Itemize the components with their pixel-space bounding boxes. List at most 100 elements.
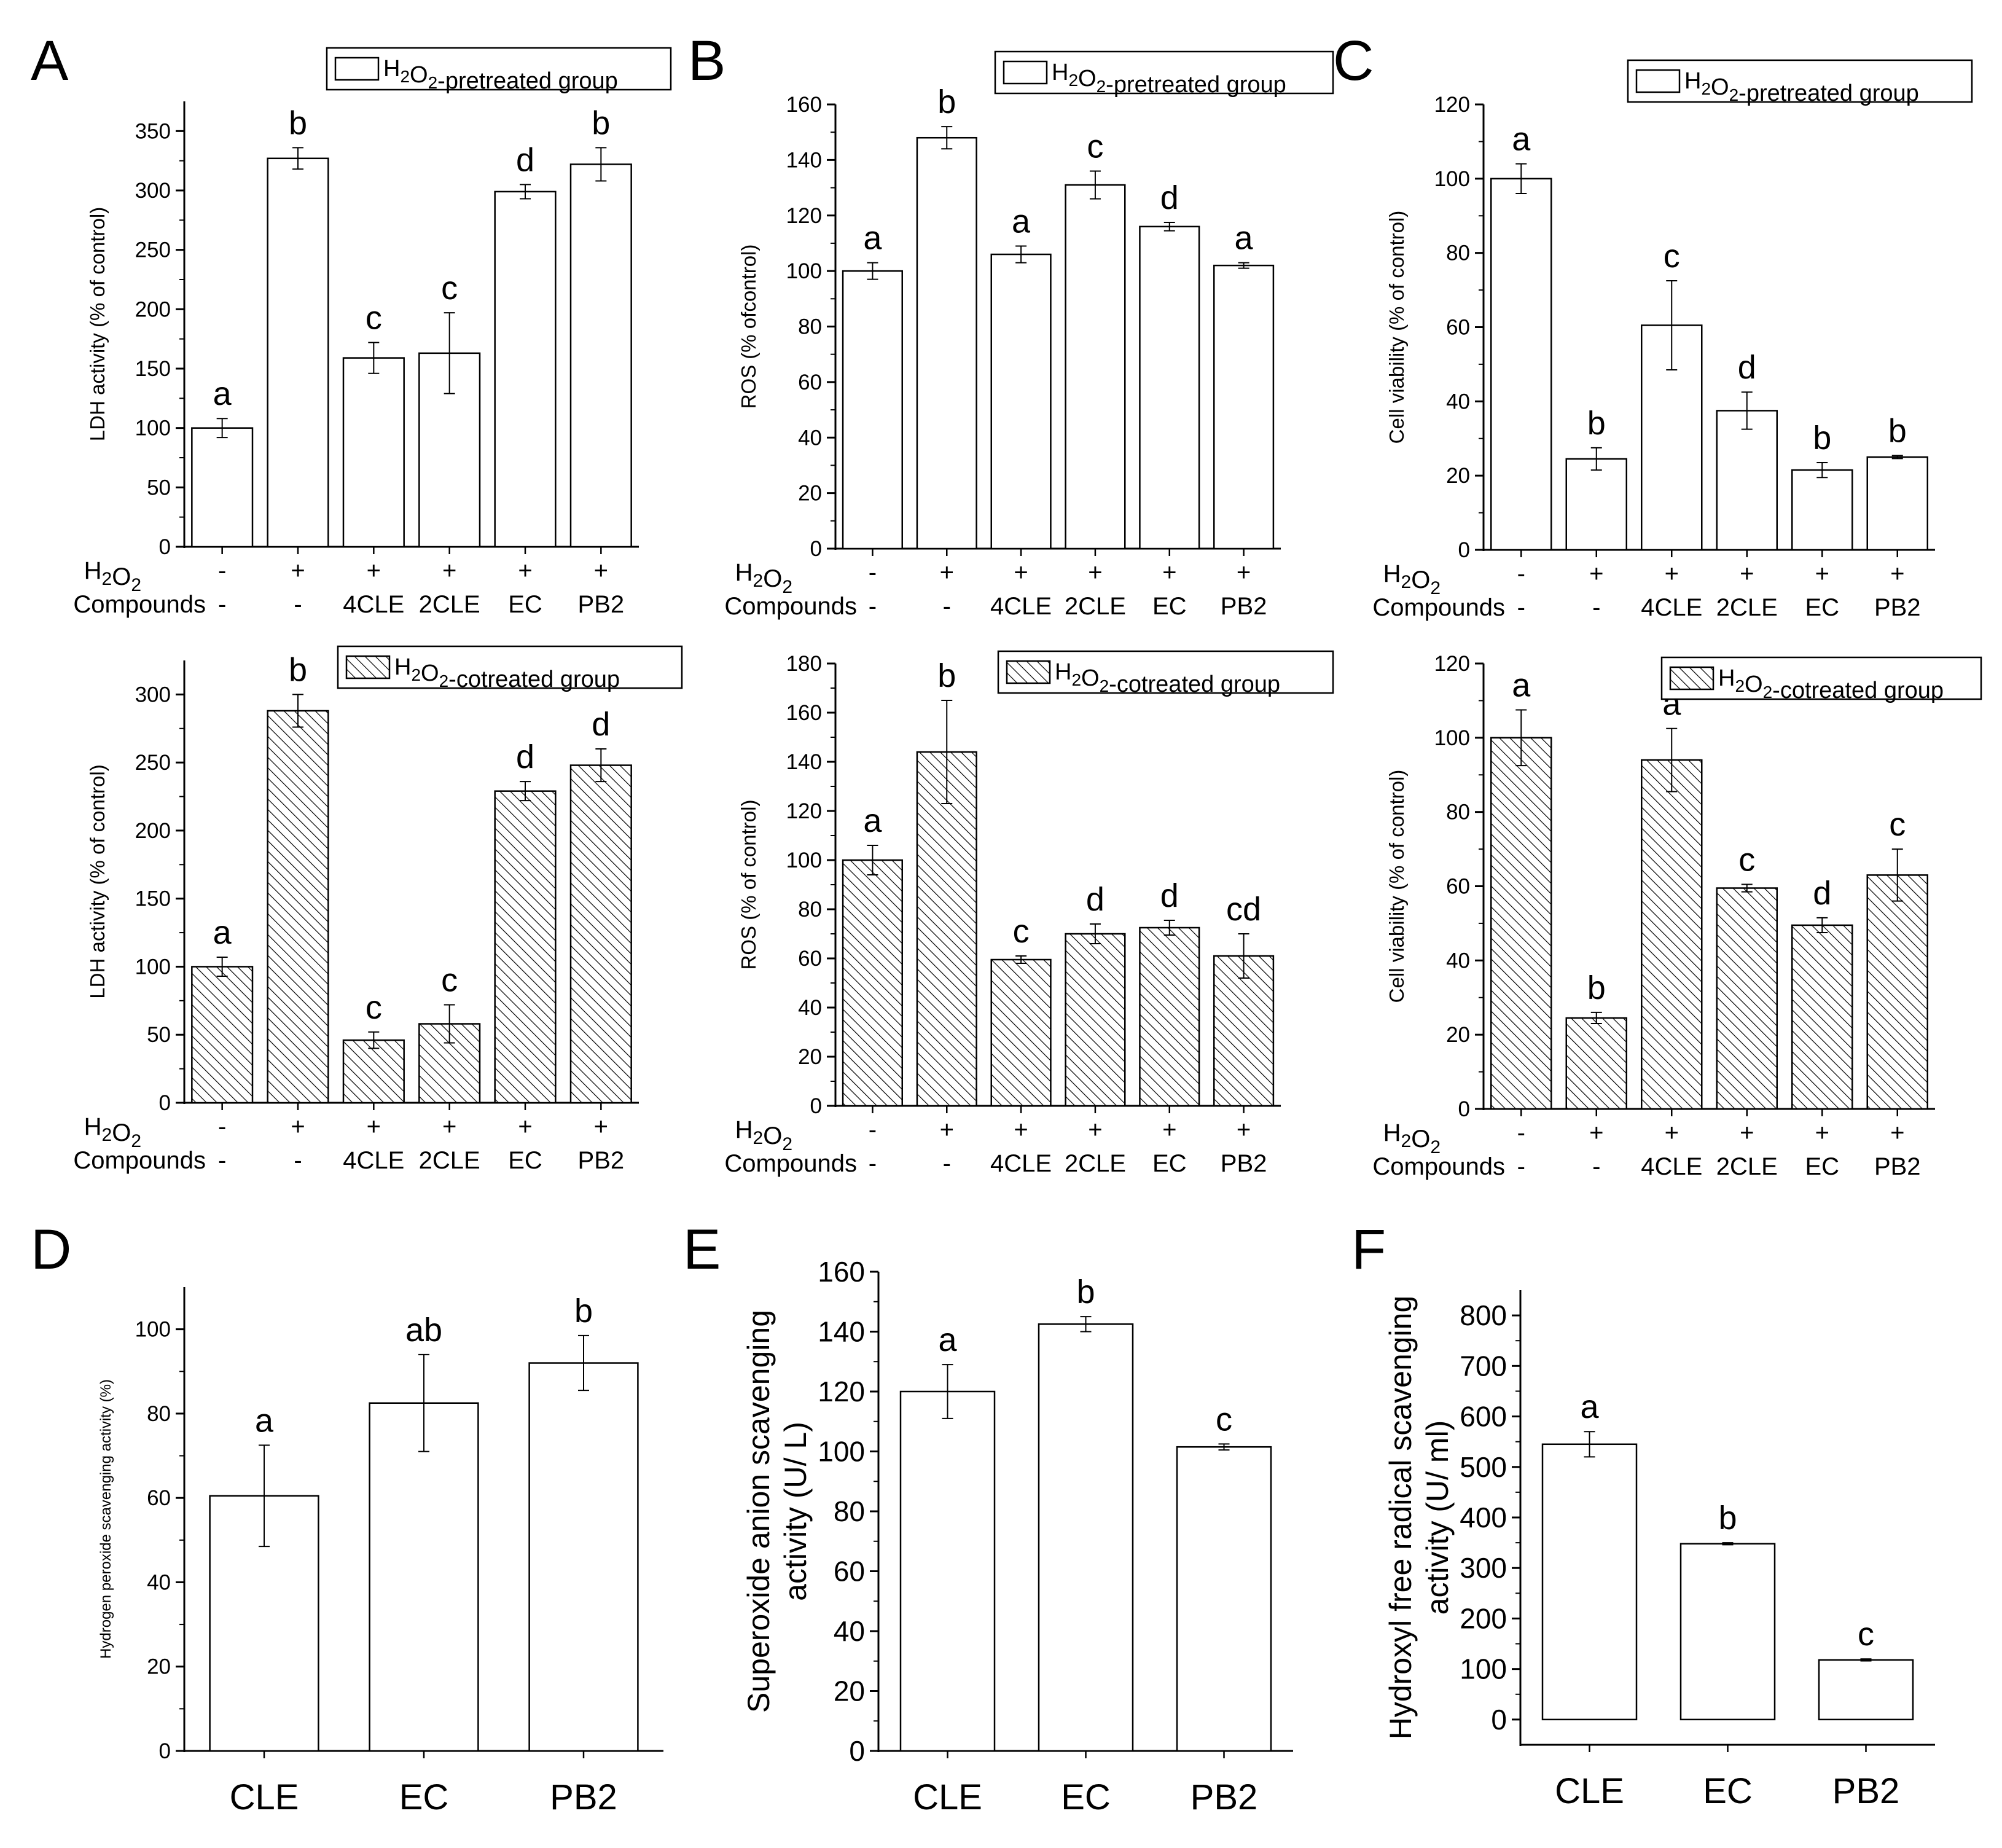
y-axis-label: LDH activity (% of control) [86,764,109,998]
compound-value: 2CLE [1065,1150,1126,1177]
bar [1038,1323,1134,1752]
compound-value: - [1517,1153,1525,1180]
compound-value: - [218,1147,226,1174]
legend-label: H2O2-cotreated group [1055,659,1280,697]
significance-letter: a [863,220,882,257]
h2o2-value: + [1740,560,1754,587]
y-tick-label: 100 [1434,726,1470,750]
compound-value: 2CLE [419,591,480,618]
h2o2-value: + [291,557,305,584]
compound-value: 4CLE [990,593,1052,620]
legend-swatch [1003,60,1048,85]
h2o2-row-label: H2O2 [735,1116,792,1154]
y-axis-label: Cell viability (% of control) [1385,770,1408,1003]
significance-letter: d [1813,875,1831,912]
y-tick-label: 160 [786,93,822,117]
significance-letter: a [1512,667,1531,704]
h2o2-value: + [1815,560,1829,587]
compound-value: - [869,1150,877,1177]
compound-value: PB2 [1221,593,1267,620]
y-axis-label: Hydrogen peroxide scavenging activity (%… [98,1379,114,1659]
significance-letter: b [1813,420,1831,456]
legend-box [997,650,1334,694]
significance-letter: b [937,84,956,120]
chart-b-top: 0 20 40 60 80 100 120 140 160 ROS (% ofcontrol) a b… [688,29,1334,620]
y-tick-label: 200 [135,297,171,321]
y-tick-label: 120 [818,1376,865,1408]
significance-letter: a [213,914,232,951]
legend-swatch [1635,69,1681,93]
h2o2-value: - [218,557,226,584]
compounds-row-label: Compounds [724,1150,857,1177]
y-axis-label: ROS (% of control) [737,800,760,970]
y-tick-label: 20 [147,1655,171,1679]
compounds-row-label: Compounds [724,593,857,620]
significance-letter: d [516,141,534,178]
significance-letter: ab [405,1312,442,1349]
bar [1139,225,1200,550]
h2o2-value: + [1237,559,1251,586]
bar [1866,456,1928,551]
legend-label: H2O2-cotreated group [394,654,620,692]
bar [528,1362,639,1752]
y-tick-label: 160 [818,1256,865,1288]
x-category-label: CLE [230,1777,299,1817]
significance-letter: d [1160,179,1179,216]
h2o2-value: + [442,557,456,584]
h2o2-value: - [869,1116,877,1143]
significance-letter: c [1087,128,1103,165]
bar [916,136,977,550]
y-axis-label-line1: Hydroxyl free radical scavenging [1383,1296,1418,1740]
significance-letter: a [255,1402,274,1439]
y-tick-label: 400 [1460,1502,1507,1533]
h2o2-value: + [594,557,608,584]
legend-box [1627,59,1973,103]
y-tick-label: 140 [786,750,822,774]
significance-letter: b [1718,1500,1737,1537]
y-tick-label: 100 [818,1436,865,1468]
legend-label: H2O2-cotreated group [1718,665,1944,703]
y-tick-label: 600 [1460,1401,1507,1433]
h2o2-row-label: H2O2 [1383,1119,1441,1157]
y-tick-label: 80 [1446,241,1470,265]
y-tick-label: 20 [1446,464,1470,488]
panel-letter: B [688,29,725,92]
compound-value: 2CLE [419,1147,480,1174]
y-tick-label: 500 [1460,1451,1507,1483]
h2o2-value: + [940,559,954,586]
significance-letter: a [938,1321,957,1358]
legend-swatch [1669,666,1715,691]
bar [369,1402,479,1752]
compound-value: 4CLE [990,1150,1052,1177]
bar [990,958,1052,1107]
h2o2-value: + [518,1113,532,1140]
compound-value: 2CLE [1716,594,1778,621]
y-tick-label: 140 [786,148,822,172]
bar [1818,1659,1914,1721]
significance-letter: d [1160,877,1179,914]
legend-label: H2O2-pretreated group [1684,68,1919,106]
compound-value: - [1592,594,1600,621]
panel-letter: A [31,29,69,92]
y-axis-label-line1: Superoxide anion scavenging [741,1310,776,1713]
y-tick-label: 0 [1458,538,1470,562]
h2o2-value: + [940,1116,954,1143]
chart-b-bottom: 0 20 40 60 80 100 120 140 160 180 ROS (% of contro… [724,650,1334,1177]
compound-value: PB2 [578,1147,625,1174]
bar [1490,178,1552,551]
significance-letter: d [1738,349,1756,386]
y-tick-label: 100 [1434,167,1470,191]
compounds-row-label: Compounds [1372,594,1505,621]
y-tick-label: 300 [135,683,171,707]
h2o2-value: + [1665,560,1679,587]
compound-value: - [1592,1153,1600,1180]
y-tick-label: 100 [135,955,171,979]
h2o2-value: + [1014,559,1028,586]
bar [1213,955,1275,1107]
bar [1679,1543,1776,1721]
y-tick-label: 300 [1460,1552,1507,1584]
y-tick-label: 100 [135,1318,171,1342]
h2o2-row-label: H2O2 [84,557,141,595]
compound-value: 4CLE [343,1147,404,1174]
